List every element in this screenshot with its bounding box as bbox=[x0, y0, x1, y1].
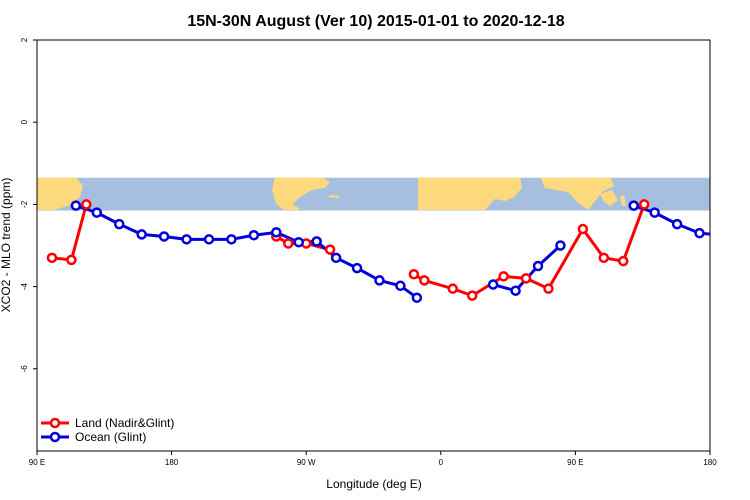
series-land-point bbox=[447, 283, 459, 294]
series-ocean-point bbox=[226, 234, 237, 245]
series-land-point bbox=[46, 252, 58, 264]
series-ocean-point bbox=[555, 240, 566, 251]
x-tick-label: 90 W bbox=[297, 458, 316, 467]
series-land-point bbox=[66, 254, 77, 266]
series-ocean-point bbox=[203, 234, 215, 245]
series-land-point bbox=[618, 255, 629, 267]
series-ocean-point bbox=[532, 260, 544, 272]
series-ocean-point bbox=[293, 236, 304, 248]
series-land-point bbox=[577, 223, 589, 235]
series-ocean-point bbox=[487, 279, 499, 290]
series-land-point bbox=[598, 252, 610, 264]
series-ocean-point bbox=[114, 218, 125, 230]
series-land-point bbox=[466, 290, 478, 301]
series-ocean-point bbox=[311, 236, 322, 247]
series-ocean-point bbox=[395, 280, 406, 292]
series-ocean-point bbox=[628, 200, 639, 211]
series-land-point bbox=[81, 199, 92, 210]
map-land-asia-east bbox=[37, 177, 83, 210]
series-land-point bbox=[419, 275, 430, 286]
y-axis-title: XCO2 - MLO trend (ppm) bbox=[0, 178, 13, 313]
y-tick-label: 0 bbox=[20, 119, 29, 124]
series-ocean-line bbox=[75, 204, 418, 299]
y-tick-label: -4 bbox=[20, 282, 29, 290]
x-tick-label: 180 bbox=[703, 458, 717, 467]
series-ocean-point bbox=[271, 227, 282, 238]
map-land-north-america bbox=[272, 177, 330, 210]
series-land-point bbox=[543, 283, 554, 294]
series-ocean-point bbox=[351, 262, 363, 274]
series-ocean-point bbox=[91, 207, 103, 218]
series-ocean-point bbox=[136, 229, 147, 240]
map-land-caribbean bbox=[328, 195, 340, 198]
series-land-point bbox=[638, 199, 650, 210]
legend-ocean-marker bbox=[49, 431, 61, 443]
series-ocean-point bbox=[718, 231, 726, 239]
series-land-point bbox=[324, 244, 336, 255]
series-ocean-point bbox=[248, 229, 260, 241]
series-ocean-point bbox=[181, 234, 192, 245]
series-land-line bbox=[51, 204, 88, 262]
series-ocean-point bbox=[70, 200, 82, 211]
x-tick-label: 90 E bbox=[567, 458, 583, 467]
series-land-point bbox=[520, 273, 532, 284]
y-tick-label: -2 bbox=[20, 200, 29, 208]
map-land-mexico bbox=[284, 205, 300, 210]
series-ocean-point bbox=[374, 275, 385, 286]
x-tick-label: 0 bbox=[439, 458, 444, 467]
series-ocean-point bbox=[330, 252, 342, 264]
series-layer bbox=[46, 199, 726, 303]
legend-land-marker bbox=[49, 417, 61, 429]
x-axis-title: Longitude (deg E) bbox=[326, 477, 421, 491]
legend-ocean-label: Ocean (Glint) bbox=[75, 430, 146, 444]
y-tick-label: 2 bbox=[20, 37, 29, 42]
series-land-point bbox=[408, 269, 420, 280]
map-land-philippines bbox=[620, 195, 626, 206]
x-axis: 90 E 180 90 W 0 90 E 180 bbox=[29, 451, 717, 467]
series-ocean-point bbox=[158, 231, 170, 242]
plot-frame bbox=[36, 39, 711, 452]
series-land-point bbox=[283, 238, 294, 249]
series-ocean-point bbox=[649, 207, 660, 218]
map-land-indochina bbox=[600, 190, 618, 206]
legend-land-label: Land (Nadir&Glint) bbox=[75, 416, 174, 430]
series-ocean-point bbox=[510, 285, 521, 296]
map-land-africa-arabia bbox=[418, 177, 522, 210]
series-land-point bbox=[498, 271, 509, 282]
legend: Land (Nadir&Glint) Ocean (Glint) bbox=[41, 416, 174, 444]
map-land-india-asia bbox=[540, 177, 614, 210]
x-tick-label: 90 E bbox=[29, 458, 45, 467]
series-ocean-point bbox=[694, 227, 705, 239]
y-axis: 2 0 -2 -4 -6 bbox=[20, 37, 37, 372]
world-map-band bbox=[37, 177, 710, 211]
series-ocean-point bbox=[411, 292, 423, 303]
series-ocean-point bbox=[671, 218, 683, 230]
y-tick-label: -6 bbox=[20, 365, 29, 373]
chart-title: 15N-30N August (Ver 10) 2015-01-01 to 20… bbox=[187, 13, 564, 30]
x-tick-label: 180 bbox=[165, 458, 179, 467]
